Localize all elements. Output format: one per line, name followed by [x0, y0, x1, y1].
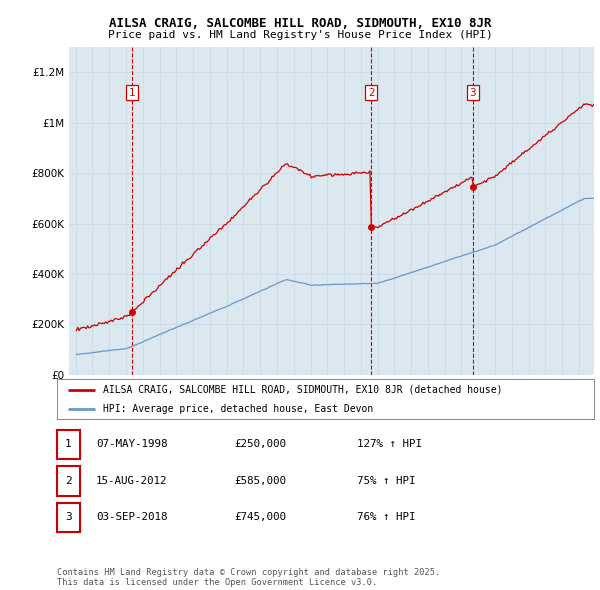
Text: 1: 1	[129, 87, 136, 97]
Text: AILSA CRAIG, SALCOMBE HILL ROAD, SIDMOUTH, EX10 8JR: AILSA CRAIG, SALCOMBE HILL ROAD, SIDMOUT…	[109, 17, 491, 30]
Text: 2: 2	[65, 476, 72, 486]
Text: 3: 3	[469, 87, 476, 97]
Text: Contains HM Land Registry data © Crown copyright and database right 2025.
This d: Contains HM Land Registry data © Crown c…	[57, 568, 440, 587]
Text: £745,000: £745,000	[234, 513, 286, 522]
Text: £250,000: £250,000	[234, 440, 286, 449]
Text: Price paid vs. HM Land Registry's House Price Index (HPI): Price paid vs. HM Land Registry's House …	[107, 30, 493, 40]
Text: 15-AUG-2012: 15-AUG-2012	[96, 476, 167, 486]
Text: 127% ↑ HPI: 127% ↑ HPI	[357, 440, 422, 449]
Text: 1: 1	[65, 440, 72, 449]
Text: 76% ↑ HPI: 76% ↑ HPI	[357, 513, 415, 522]
Text: HPI: Average price, detached house, East Devon: HPI: Average price, detached house, East…	[103, 404, 373, 414]
Text: 75% ↑ HPI: 75% ↑ HPI	[357, 476, 415, 486]
Text: 07-MAY-1998: 07-MAY-1998	[96, 440, 167, 449]
Text: 2: 2	[368, 87, 374, 97]
Text: AILSA CRAIG, SALCOMBE HILL ROAD, SIDMOUTH, EX10 8JR (detached house): AILSA CRAIG, SALCOMBE HILL ROAD, SIDMOUT…	[103, 385, 502, 395]
Text: 3: 3	[65, 513, 72, 522]
Text: £585,000: £585,000	[234, 476, 286, 486]
Text: 03-SEP-2018: 03-SEP-2018	[96, 513, 167, 522]
